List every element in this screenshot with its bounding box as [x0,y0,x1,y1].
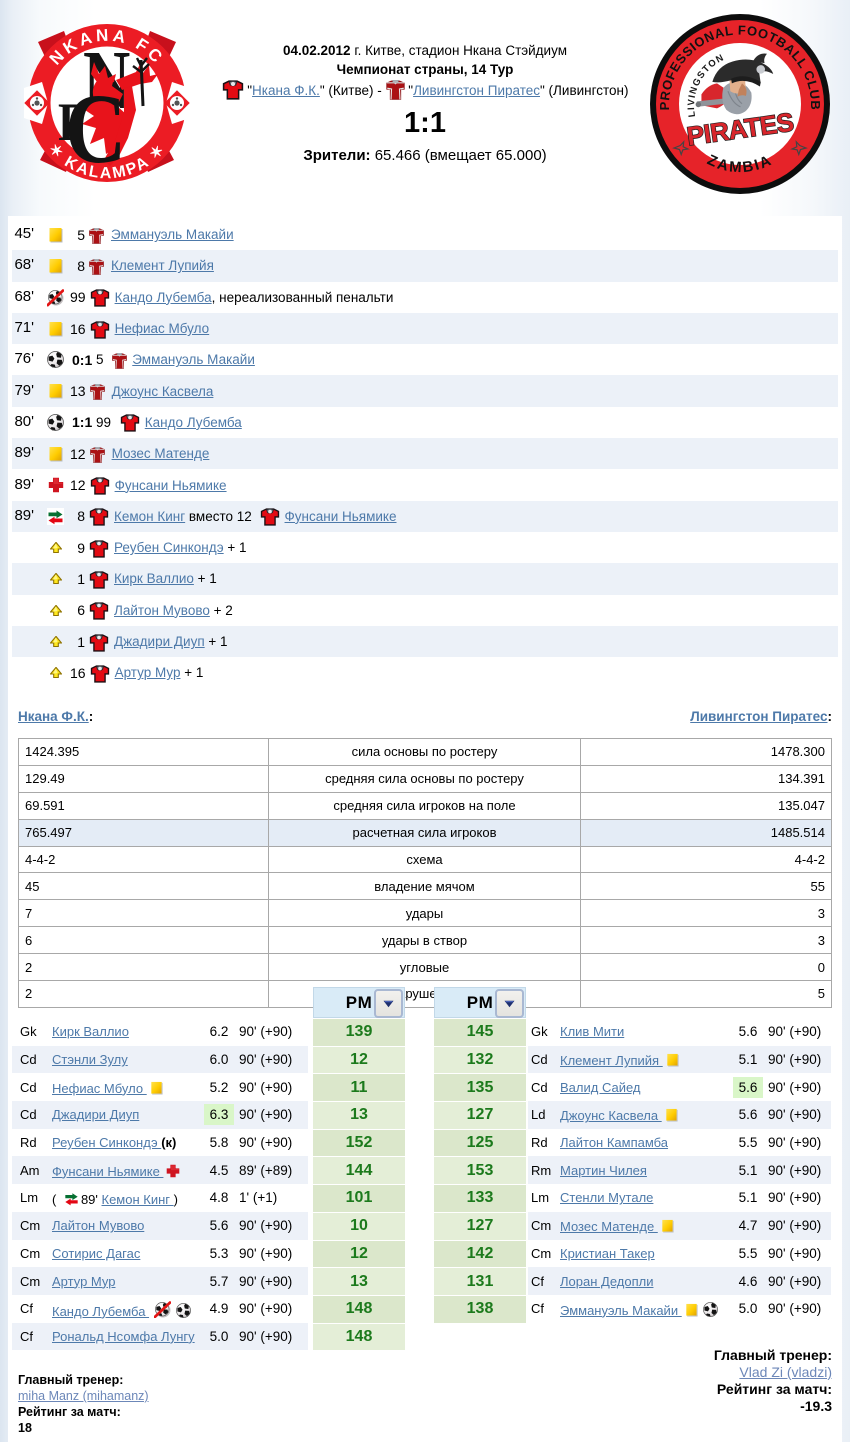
svg-text:F: F [58,92,86,152]
svg-text:C: C [65,74,126,185]
